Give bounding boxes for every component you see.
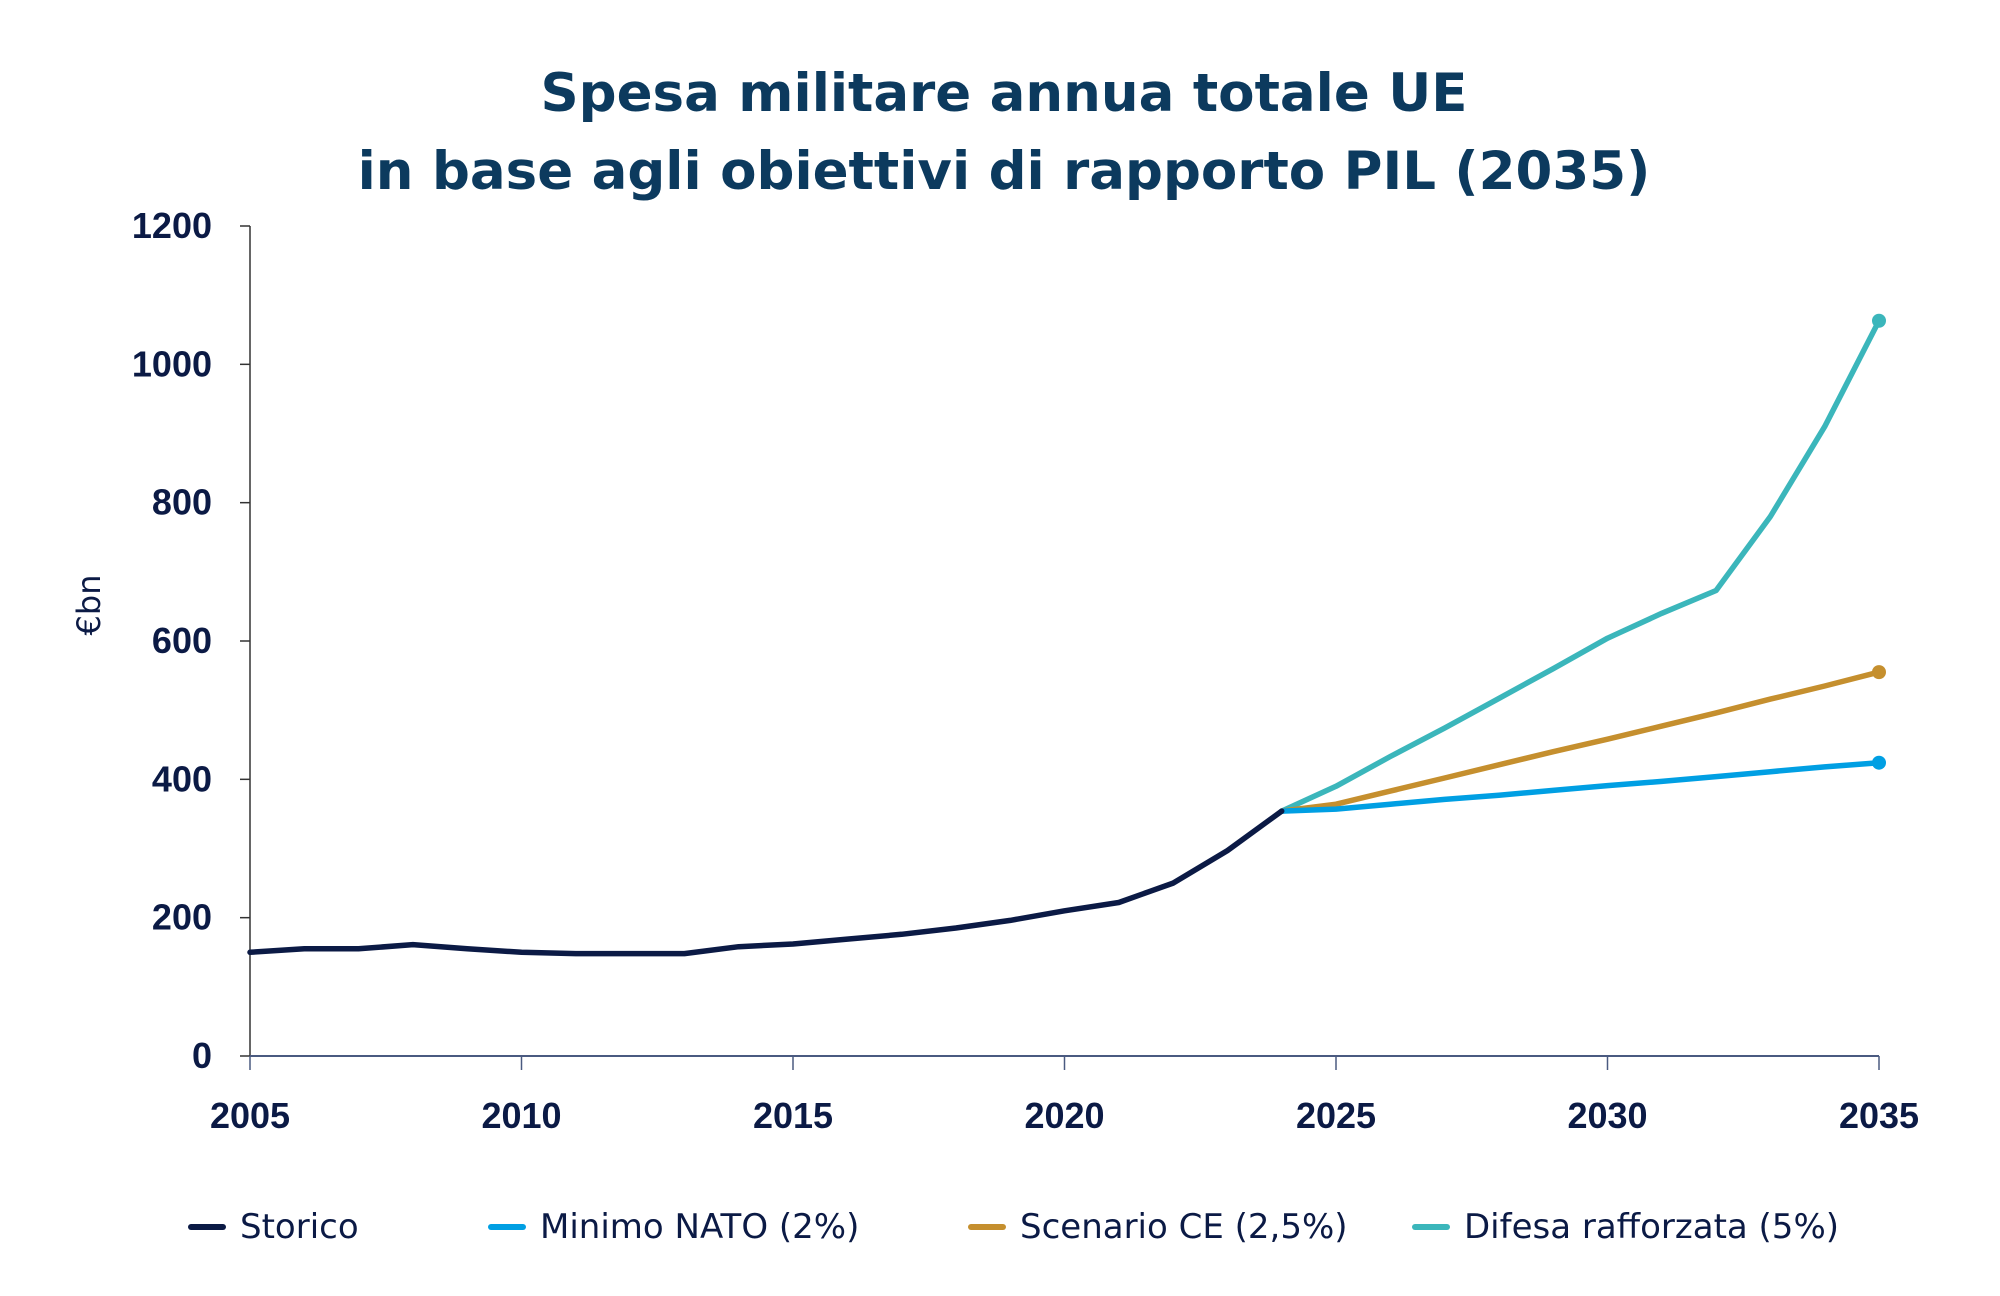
- series-line-scenario-ce-2-5: [1278, 669, 1882, 814]
- y-tick-label: 1000: [132, 343, 212, 384]
- x-tick-label: 2010: [481, 1095, 561, 1136]
- end-marker-scenario-ce-2-5: [1872, 665, 1886, 680]
- x-tick-label: 2030: [1567, 1095, 1647, 1136]
- chart-title-line-2: in base agli obiettivi di rapporto PIL (…: [357, 141, 1651, 202]
- series-line-minimo-nato-2: [1278, 759, 1882, 814]
- legend-label: Storico: [240, 1207, 359, 1247]
- series-line-difesa-rafforzata-5: [1278, 318, 1882, 814]
- y-axis-label: €bn: [70, 575, 108, 636]
- legend: Storico Minimo NATO (2%) Scenario CE (2,5%…: [0, 1207, 2000, 1257]
- legend-label: Scenario CE (2,5%): [1020, 1207, 1348, 1247]
- y-tick-label: 400: [152, 758, 212, 799]
- y-tick-label: 200: [152, 897, 212, 938]
- legend-swatch: [188, 1224, 226, 1230]
- end-marker-difesa-rafforzata-5: [1872, 313, 1886, 328]
- legend-item: Scenario CE (2,5%): [968, 1207, 1348, 1247]
- x-tick-label: 2015: [753, 1095, 833, 1136]
- legend-swatch: [1412, 1224, 1450, 1230]
- end-marker-minimo-nato-2: [1872, 755, 1886, 770]
- x-tick-label: 2005: [210, 1095, 290, 1136]
- chart-title-line-1: Spesa militare annua totale UE: [540, 63, 1468, 124]
- x-tick-label: 2020: [1024, 1095, 1104, 1136]
- y-tick-label: 1200: [132, 205, 212, 246]
- x-tick-label: 2025: [1296, 1095, 1376, 1136]
- series-line-storico: [247, 808, 1285, 957]
- y-tick-label: 0: [192, 1035, 212, 1076]
- y-tick-label: 800: [152, 482, 212, 523]
- y-tick-label: 600: [152, 620, 212, 661]
- legend-item: Difesa rafforzata (5%): [1412, 1207, 1839, 1247]
- legend-swatch: [488, 1224, 526, 1230]
- legend-label: Minimo NATO (2%): [540, 1207, 860, 1247]
- legend-swatch: [968, 1224, 1006, 1230]
- chart-title: Spesa militare annua totale UE in base a…: [0, 55, 2000, 211]
- legend-item: Minimo NATO (2%): [488, 1207, 859, 1247]
- x-tick-label: 2035: [1839, 1095, 1919, 1136]
- legend-label: Difesa rafforzata (5%): [1464, 1207, 1840, 1247]
- legend-item: Storico: [188, 1207, 359, 1247]
